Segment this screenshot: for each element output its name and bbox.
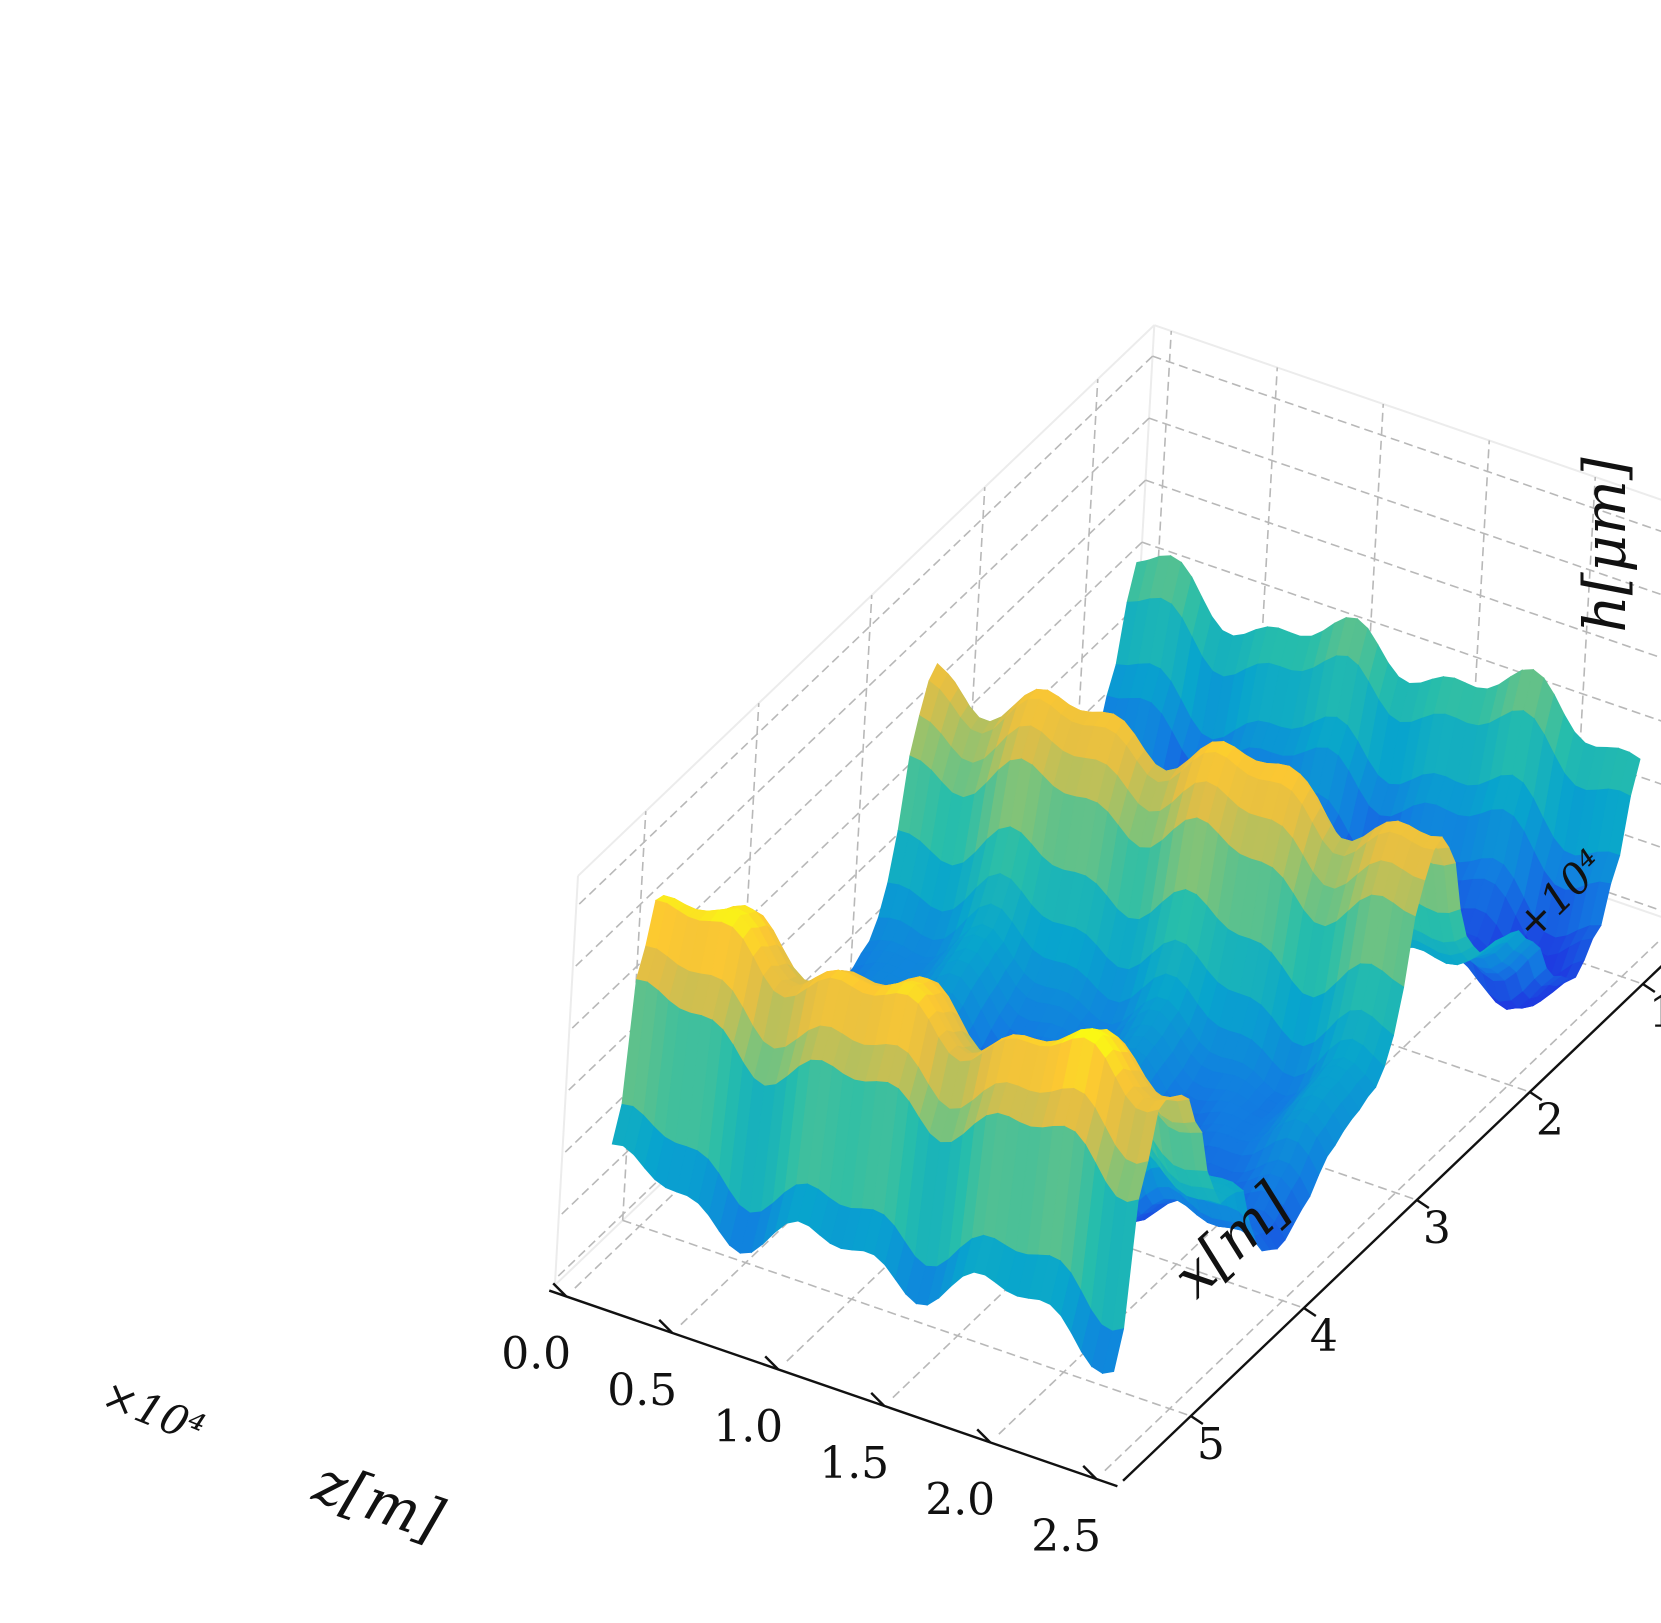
grid-line — [1073, 379, 1099, 789]
x-tick-label: 1 — [1649, 987, 1661, 1038]
x-tick-label: 3 — [1423, 1203, 1451, 1254]
z-tick-label: 2.5 — [1031, 1511, 1101, 1562]
z-tick-label: 0.0 — [501, 1328, 571, 1379]
grid-line — [1359, 403, 1385, 814]
grid-line — [575, 355, 1154, 908]
z-tick-mark — [552, 1282, 568, 1298]
pane-edge — [553, 875, 579, 1286]
axes: 0.00.51.01.52.02.51234531323334353637 — [501, 964, 1661, 1562]
grid-line — [1148, 417, 1661, 596]
z-tick-mark — [976, 1428, 992, 1444]
grid-line — [1147, 330, 1173, 741]
z-tick-label: 0.5 — [607, 1365, 677, 1416]
x-tick-label: 2 — [1536, 1095, 1564, 1146]
grid-line — [572, 417, 1150, 970]
grid-line — [1152, 355, 1661, 533]
grid-line — [1253, 367, 1279, 777]
x-tick-mark — [1529, 1091, 1543, 1101]
grid-line — [1141, 541, 1661, 722]
pane-edge — [1153, 324, 1661, 501]
x-axis-line — [1122, 964, 1661, 1482]
x-tick-mark — [1416, 1199, 1430, 1209]
x-tick-label: 4 — [1310, 1311, 1338, 1362]
pane-edge — [577, 324, 1155, 877]
h-axis-label: h[μm] — [1571, 457, 1639, 633]
z-axis-line — [548, 1289, 1118, 1488]
grid-line — [960, 487, 986, 897]
grid-line — [1571, 476, 1597, 887]
grid-line — [847, 595, 873, 1005]
z-tick-label: 2.0 — [925, 1474, 995, 1525]
x-tick-mark — [1642, 983, 1656, 993]
z-tick-mark — [658, 1319, 674, 1334]
z-tick-label: 1.5 — [819, 1438, 889, 1489]
x-tick-mark — [1190, 1415, 1204, 1425]
surface-patch — [1101, 1328, 1125, 1374]
grid-line — [622, 1219, 1192, 1417]
grid-line — [1145, 479, 1661, 659]
grid-line — [1465, 440, 1491, 850]
grid-line — [1101, 937, 1661, 1475]
z-tick-mark — [764, 1355, 780, 1371]
z-tick-mark — [1082, 1465, 1098, 1480]
z-tick-label: 1.0 — [713, 1401, 783, 1452]
z-axis-offset-label: ×10⁴ — [95, 1369, 211, 1454]
surface — [611, 555, 1641, 1375]
x-tick-mark — [1303, 1307, 1317, 1317]
z-tick-mark — [870, 1392, 886, 1407]
z-axis-label: z[m] — [305, 1447, 452, 1554]
x-tick-label: 5 — [1197, 1419, 1225, 1470]
